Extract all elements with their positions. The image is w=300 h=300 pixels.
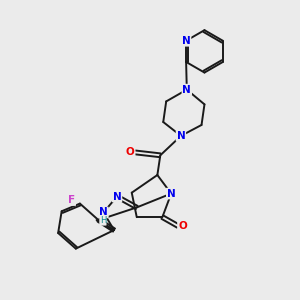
Text: O: O — [178, 221, 187, 231]
Text: F: F — [68, 195, 75, 205]
Text: N: N — [176, 131, 185, 141]
Text: N: N — [112, 191, 122, 202]
Text: N: N — [182, 36, 190, 46]
Text: O: O — [126, 147, 135, 158]
Text: N: N — [99, 207, 108, 218]
Text: H: H — [100, 216, 106, 225]
Text: N: N — [167, 189, 176, 199]
Text: N: N — [182, 85, 191, 94]
